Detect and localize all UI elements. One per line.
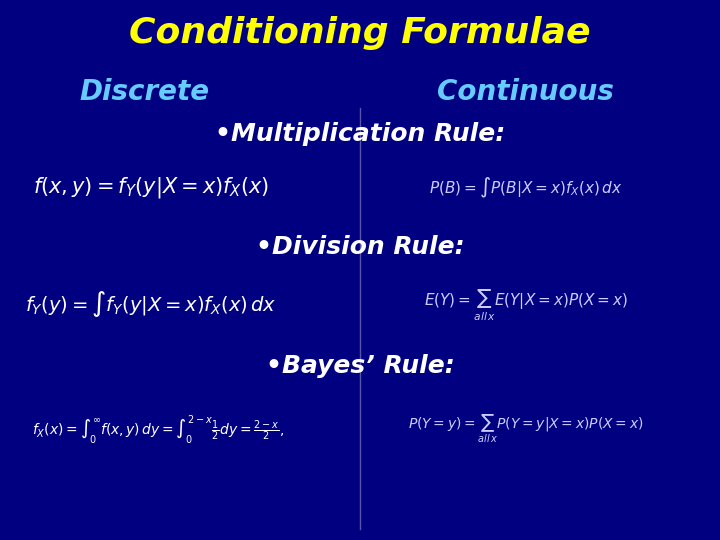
Text: $E(Y) = \sum_{all\,x} E(Y|X=x)P(X=x)$: $E(Y) = \sum_{all\,x} E(Y|X=x)P(X=x)$ <box>423 289 628 323</box>
Text: $f_Y(y) = \int f_Y(y|X = x)f_X(x)\,dx$: $f_Y(y) = \int f_Y(y|X = x)f_X(x)\,dx$ <box>25 289 277 319</box>
Text: •Multiplication Rule:: •Multiplication Rule: <box>215 122 505 145</box>
Text: Conditioning Formulae: Conditioning Formulae <box>130 16 590 50</box>
Text: Discrete: Discrete <box>79 78 209 106</box>
Text: •Division Rule:: •Division Rule: <box>256 235 464 259</box>
Text: $f(x, y) = f_Y(y|X = x)f_X(x)$: $f(x, y) = f_Y(y|X = x)f_X(x)$ <box>33 176 269 200</box>
Text: $f_X(x) = \int_0^{\infty} f(x,y)\,dy = \int_0^{2-x} \frac{1}{2}dy = \frac{2-x}{2: $f_X(x) = \int_0^{\infty} f(x,y)\,dy = \… <box>32 413 284 446</box>
Text: •Bayes’ Rule:: •Bayes’ Rule: <box>266 354 454 377</box>
Text: Continuous: Continuous <box>437 78 614 106</box>
Text: $P(Y=y) = \sum_{all\,x} P(Y=y|X=x)P(X=x)$: $P(Y=y) = \sum_{all\,x} P(Y=y|X=x)P(X=x)… <box>408 413 644 446</box>
Text: $P(B) = \int P(B|X = x)f_X(x)\,dx$: $P(B) = \int P(B|X = x)f_X(x)\,dx$ <box>428 176 623 200</box>
